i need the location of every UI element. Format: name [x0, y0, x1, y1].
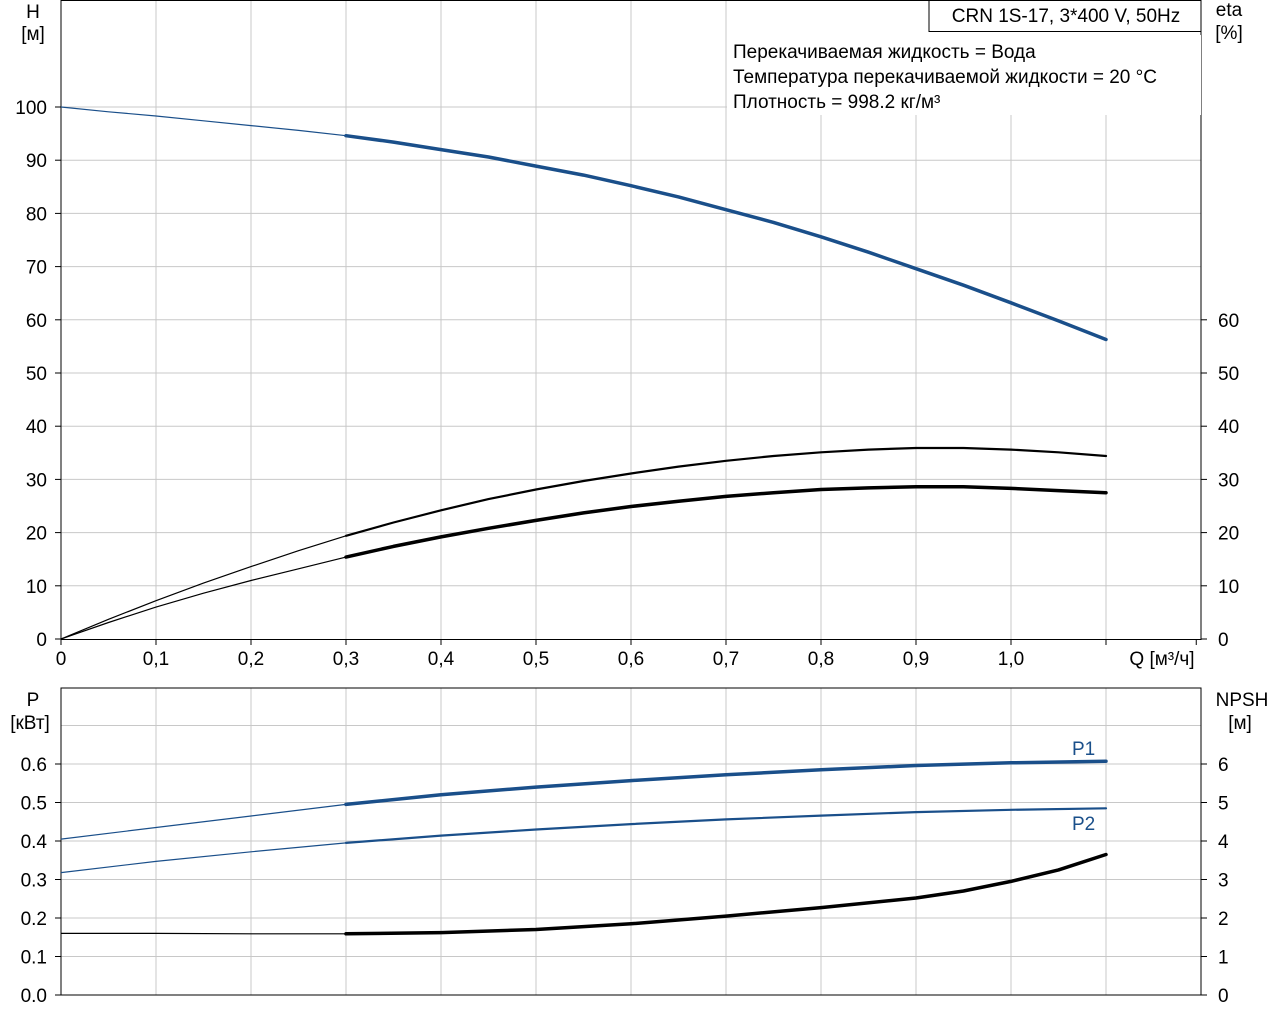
x-tick-label: 0,3: [333, 649, 359, 670]
top-right-axis-name: eta: [1216, 0, 1243, 21]
h-curve: [344, 133, 1108, 342]
x-tick-label: 0: [56, 649, 67, 670]
top-left-y-tick-label: 60: [26, 311, 47, 332]
info-box: [727, 35, 1201, 115]
top-left-y-tick-label: 40: [26, 417, 47, 438]
top-left-y-tick-label: 70: [26, 258, 47, 279]
top-left-y-tick-label: 10: [26, 577, 47, 598]
top-right-y-tick-label: 60: [1218, 311, 1239, 332]
x-tick-label: 0,4: [428, 649, 455, 670]
p1-curve-extended: [60, 803, 347, 840]
p2-curve-extended: [60, 842, 347, 874]
eta-thin-curve: [344, 446, 1108, 537]
bottom-left-y-tick-label: 0.1: [21, 948, 47, 969]
bottom-right-y-tick-label: 1: [1218, 948, 1229, 969]
bottom-left-y-tick-label: 0.0: [21, 986, 47, 1007]
h-curve-extended: [60, 106, 347, 137]
x-tick-label: 0,8: [808, 649, 834, 670]
eta-thin-curve-extended: [60, 535, 347, 640]
top-right-y-tick-label: 50: [1218, 364, 1239, 385]
bottom-right-axis-name: NPSH: [1216, 690, 1269, 711]
top-left-y-tick-label: 20: [26, 524, 47, 545]
info-line-temperature: Температура перекачиваемой жидкости = 20…: [733, 67, 1157, 88]
p2-series-label: P2: [1072, 814, 1095, 835]
bottom-right-y-tick-label: 2: [1218, 909, 1229, 930]
top-right-axis-unit: [%]: [1215, 23, 1242, 44]
top-right-y-tick-label: 20: [1218, 524, 1239, 545]
top-left-y-tick-label: 50: [26, 364, 47, 385]
bottom-right-y-tick-label: 5: [1218, 794, 1229, 815]
top-left-y-tick-label: 80: [26, 204, 47, 225]
top-right-y-tick-label: 0: [1218, 630, 1229, 651]
x-tick-label: 0,7: [713, 649, 739, 670]
chart-title-box: [928, 0, 1202, 32]
x-tick-label: 0,9: [903, 649, 929, 670]
eta-thick-curve: [344, 485, 1108, 559]
performance-curves: [60, 106, 1108, 936]
tick-labels: 0 0,1 0,2 0,3 0,4 0,5 0,6 0,7 0,8 0,9 1,0010203040…: [15, 98, 1239, 1007]
bottom-left-y-tick-label: 0.5: [21, 794, 47, 815]
bottom-right-y-tick-label: 3: [1218, 871, 1229, 892]
x-tick-label: 0,1: [143, 649, 169, 670]
info-line-fluid: Перекачиваемая жидкость = Вода: [733, 42, 1036, 63]
p1-series-label: P1: [1072, 739, 1095, 760]
top-right-y-tick-label: 10: [1218, 577, 1239, 598]
top-left-y-tick-label: 30: [26, 470, 47, 491]
top-left-axis-name: H: [26, 2, 40, 23]
x-tick-label: 1,0: [998, 649, 1024, 670]
p1-curve: [344, 759, 1108, 807]
bottom-left-y-tick-label: 0.3: [21, 871, 47, 892]
top-left-y-tick-label: 90: [26, 151, 47, 172]
bottom-chart-grid: [61, 688, 1201, 995]
top-left-axis-unit: [м]: [21, 24, 45, 45]
bottom-left-axis-name: P: [27, 690, 40, 711]
bottom-right-axis-unit: [м]: [1228, 713, 1252, 734]
top-right-y-tick-label: 30: [1218, 470, 1239, 491]
top-left-y-tick-label: 0: [36, 630, 47, 651]
bottom-left-axis-unit: [кВт]: [10, 713, 50, 734]
x-axis-label: Q [м³/ч]: [1129, 649, 1194, 670]
bottom-right-y-tick-label: 6: [1218, 755, 1229, 776]
info-line-density: Плотность = 998.2 кг/м³: [733, 92, 940, 113]
x-tick-label: 0,6: [618, 649, 644, 670]
bottom-left-y-tick-label: 0.2: [21, 909, 47, 930]
top-left-y-tick-label: 100: [15, 98, 47, 119]
x-tick-label: 0,5: [523, 649, 549, 670]
bottom-right-y-tick-label: 4: [1218, 832, 1229, 853]
p2-curve: [344, 807, 1108, 844]
x-tick-label: 0,2: [238, 649, 264, 670]
bottom-left-y-tick-label: 0.6: [21, 755, 47, 776]
top-right-y-tick-label: 40: [1218, 417, 1239, 438]
top-chart-grid: [61, 0, 1201, 639]
bottom-left-y-tick-label: 0.4: [21, 832, 48, 853]
bottom-right-y-tick-label: 0: [1218, 986, 1229, 1007]
eta-thick-curve-extended: [60, 556, 347, 640]
chart-title: CRN 1S-17, 3*400 V, 50Hz: [952, 6, 1180, 27]
npsh-curve: [344, 852, 1108, 936]
